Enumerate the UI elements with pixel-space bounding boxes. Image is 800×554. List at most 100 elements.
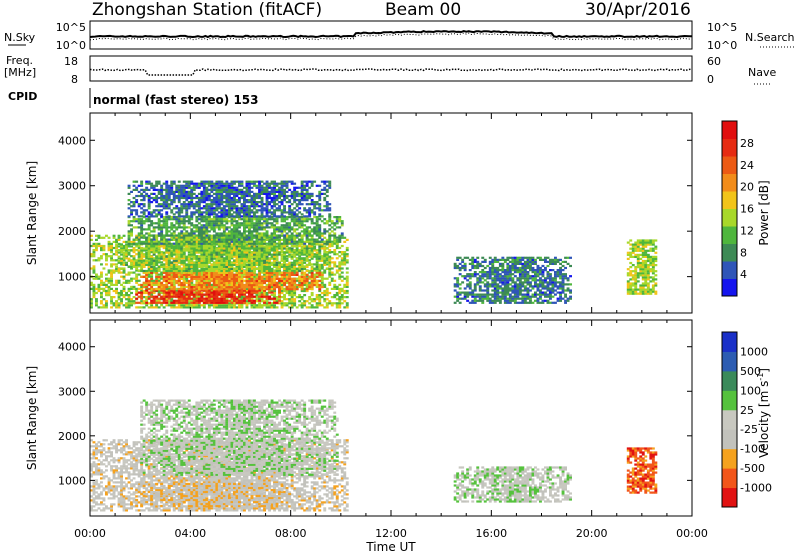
heatmap-cell <box>155 251 159 254</box>
heatmap-cell <box>212 297 216 300</box>
heatmap-cell <box>250 295 254 298</box>
heatmap-cell <box>250 218 254 221</box>
heatmap-cell <box>177 297 181 300</box>
heatmap-cell <box>127 203 131 206</box>
heatmap-cell <box>162 286 166 289</box>
heatmap-cell <box>195 269 199 273</box>
heatmap-cell <box>157 188 161 191</box>
heatmap-cell <box>222 236 226 239</box>
heatmap-cell <box>92 244 96 248</box>
heatmap-cell <box>115 267 118 270</box>
heatmap-cell <box>170 294 174 297</box>
heatmap-cell <box>258 275 261 278</box>
heatmap-cell <box>137 255 141 258</box>
heatmap-cell <box>215 222 219 225</box>
heatmap-cell <box>303 251 307 254</box>
heatmap-cell <box>107 249 111 252</box>
heatmap-cell <box>207 301 211 304</box>
heatmap-cell <box>145 182 149 185</box>
heatmap-cell <box>243 299 246 302</box>
heatmap-cell <box>165 244 169 248</box>
heatmap-cell <box>255 249 259 252</box>
heatmap-cell <box>157 196 161 200</box>
heatmap-cell <box>230 273 234 276</box>
heatmap-cell <box>125 257 128 260</box>
heatmap-cell <box>290 255 294 258</box>
heatmap-cell <box>222 245 226 248</box>
heatmap-cell <box>150 269 154 273</box>
heatmap-cell <box>245 230 249 233</box>
heatmap-cell <box>283 238 286 241</box>
heatmap-cell <box>225 281 229 285</box>
heatmap-cell <box>273 240 276 243</box>
heatmap-cell <box>283 275 286 278</box>
heatmap-cell <box>280 220 284 223</box>
heatmap-cell <box>228 242 231 245</box>
heatmap-cell <box>323 277 327 280</box>
heatmap-cell <box>187 297 191 300</box>
heatmap-cell <box>195 261 199 264</box>
heatmap-cell <box>233 263 236 266</box>
heatmap-cell <box>288 298 292 301</box>
heatmap-cell <box>315 238 319 241</box>
heatmap-cell <box>160 205 164 208</box>
heatmap-cell <box>340 251 344 254</box>
heatmap-cell <box>310 273 314 276</box>
heatmap-cell <box>137 279 141 282</box>
heatmap-cell <box>333 263 337 266</box>
heatmap-cell <box>175 253 179 256</box>
heatmap-cell <box>197 297 201 300</box>
heatmap-cell <box>290 220 294 223</box>
heatmap-cell <box>325 222 329 225</box>
heatmap-cell <box>172 238 176 241</box>
heatmap-cell <box>263 259 266 262</box>
heatmap-cell <box>248 277 251 280</box>
heatmap-cell <box>315 216 319 219</box>
heatmap-cell <box>115 245 118 248</box>
heatmap-cell <box>315 284 319 287</box>
heatmap-cell <box>265 257 269 260</box>
heatmap-cell <box>228 283 231 286</box>
heatmap-cell <box>275 298 279 301</box>
nave-tick-bottom: 0 <box>707 73 714 86</box>
heatmap-cell <box>145 286 149 289</box>
heatmap-cell <box>140 287 144 290</box>
heatmap-cell <box>253 224 256 227</box>
heatmap-cell <box>152 192 156 195</box>
heatmap-cell <box>248 220 251 223</box>
heatmap-cell <box>303 253 307 256</box>
heatmap-cell <box>328 269 332 273</box>
heatmap-cell <box>95 287 98 290</box>
heatmap-cell <box>97 289 101 293</box>
heatmap-cell <box>145 194 149 198</box>
heatmap-cell <box>280 251 284 254</box>
heatmap-cell <box>293 304 297 307</box>
heatmap-cell <box>270 277 274 280</box>
heatmap-cell <box>165 289 169 293</box>
heatmap-cell <box>315 234 319 237</box>
heatmap-cell <box>192 277 196 280</box>
heatmap-cell <box>192 242 196 245</box>
heatmap-cell <box>340 302 344 305</box>
heatmap-cell <box>235 271 239 274</box>
heatmap-cell <box>328 259 332 262</box>
heatmap-cell <box>268 284 271 287</box>
heatmap-cell <box>315 265 319 268</box>
heatmap-cell <box>145 249 149 252</box>
heatmap-cell <box>132 218 136 221</box>
heatmap-cell <box>205 220 209 223</box>
heatmap-cell <box>192 238 196 241</box>
heatmap-cell <box>207 218 211 221</box>
heatmap-cell <box>190 232 194 235</box>
heatmap-cell <box>170 218 174 221</box>
heatmap-cell <box>243 289 246 292</box>
heatmap-cell <box>187 279 191 283</box>
heatmap-cell <box>238 306 241 309</box>
heatmap-cell <box>248 289 251 292</box>
heatmap-cell <box>137 263 141 266</box>
heatmap-cell <box>140 285 144 288</box>
heatmap-cell <box>147 211 151 214</box>
heatmap-cell <box>200 297 204 300</box>
heatmap-cell <box>115 306 118 309</box>
heatmap-cell <box>238 287 241 290</box>
